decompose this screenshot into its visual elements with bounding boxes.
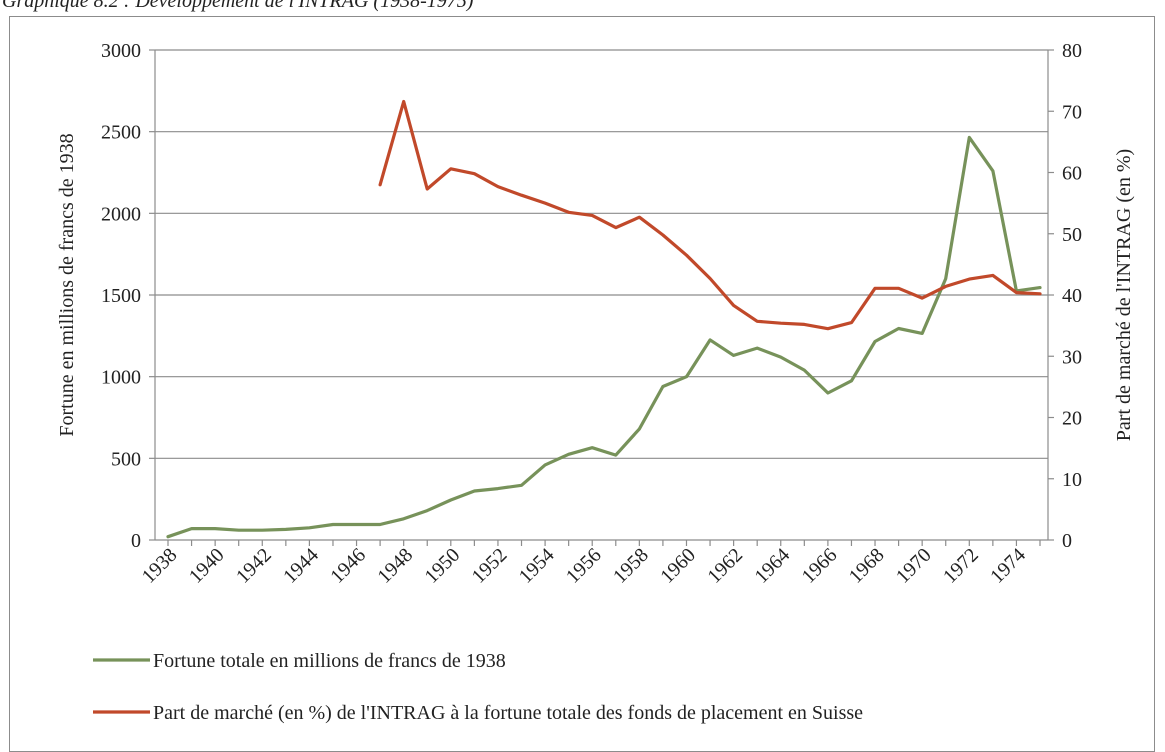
x-tick-label: 1960	[656, 544, 700, 588]
x-tick-label: 1940	[185, 544, 229, 588]
grid-lines	[155, 50, 1048, 458]
y-tick-label-left: 1500	[101, 285, 141, 307]
y-tick-label-left: 500	[111, 448, 141, 470]
x-tick-label: 1962	[703, 544, 747, 588]
y-tick-label-right: 60	[1062, 163, 1082, 185]
left-axis-ticks: 0 500 1000 1500 2000 2500 3000	[101, 40, 155, 552]
x-tick-label: 1938	[138, 544, 182, 588]
x-tick-label: 1964	[750, 544, 794, 588]
y-tick-label-right: 80	[1062, 40, 1082, 62]
y-tick-label-right: 20	[1062, 408, 1082, 430]
x-tick-label: 1954	[515, 544, 559, 588]
right-axis-ticks: 0 10 20 30 40 50 60 70 80	[1048, 40, 1082, 552]
legend-label-2: Part de marché (en %) de l'INTRAG à la f…	[153, 702, 863, 724]
x-tick-label: 1958	[609, 544, 653, 588]
x-tick-label: 1970	[892, 544, 936, 588]
x-tick-label: 1956	[562, 544, 606, 588]
y-tick-label-right: 10	[1062, 469, 1082, 491]
y-tick-label-left: 3000	[101, 40, 141, 62]
x-tick-label: 1966	[798, 544, 842, 588]
y-tick-label-left: 2500	[101, 122, 141, 144]
y-tick-label-right: 30	[1062, 346, 1082, 368]
y-tick-label-right: 0	[1062, 530, 1072, 552]
x-tick-label: 1972	[939, 544, 983, 588]
x-tick-label: 1950	[421, 544, 465, 588]
legend-label-1: Fortune totale en millions de francs de …	[153, 650, 506, 672]
x-tick-label: 1952	[468, 544, 512, 588]
x-tick-label: 1946	[326, 544, 370, 588]
x-tick-label: 1948	[373, 544, 417, 588]
y-tick-label-left: 2000	[101, 203, 141, 225]
x-tick-label: 1968	[845, 544, 889, 588]
y-axis-right-label: Part de marché de l'INTRAG (en %)	[1113, 149, 1135, 441]
y-tick-label-right: 70	[1062, 101, 1082, 123]
y-tick-label-left: 1000	[101, 367, 141, 389]
y-tick-label-right: 50	[1062, 224, 1082, 246]
x-tick-label: 1944	[279, 544, 323, 588]
y-tick-label-right: 40	[1062, 285, 1082, 307]
y-axis-left-label: Fortune en millions de francs de 1938	[56, 133, 78, 436]
legend: Fortune totale en millions de francs de …	[93, 650, 863, 724]
x-tick-label: 1974	[986, 544, 1030, 588]
y-tick-label-left: 0	[131, 530, 141, 552]
series-line-1	[168, 137, 1040, 536]
x-tick-label: 1942	[232, 544, 276, 588]
series-lines	[168, 101, 1040, 536]
